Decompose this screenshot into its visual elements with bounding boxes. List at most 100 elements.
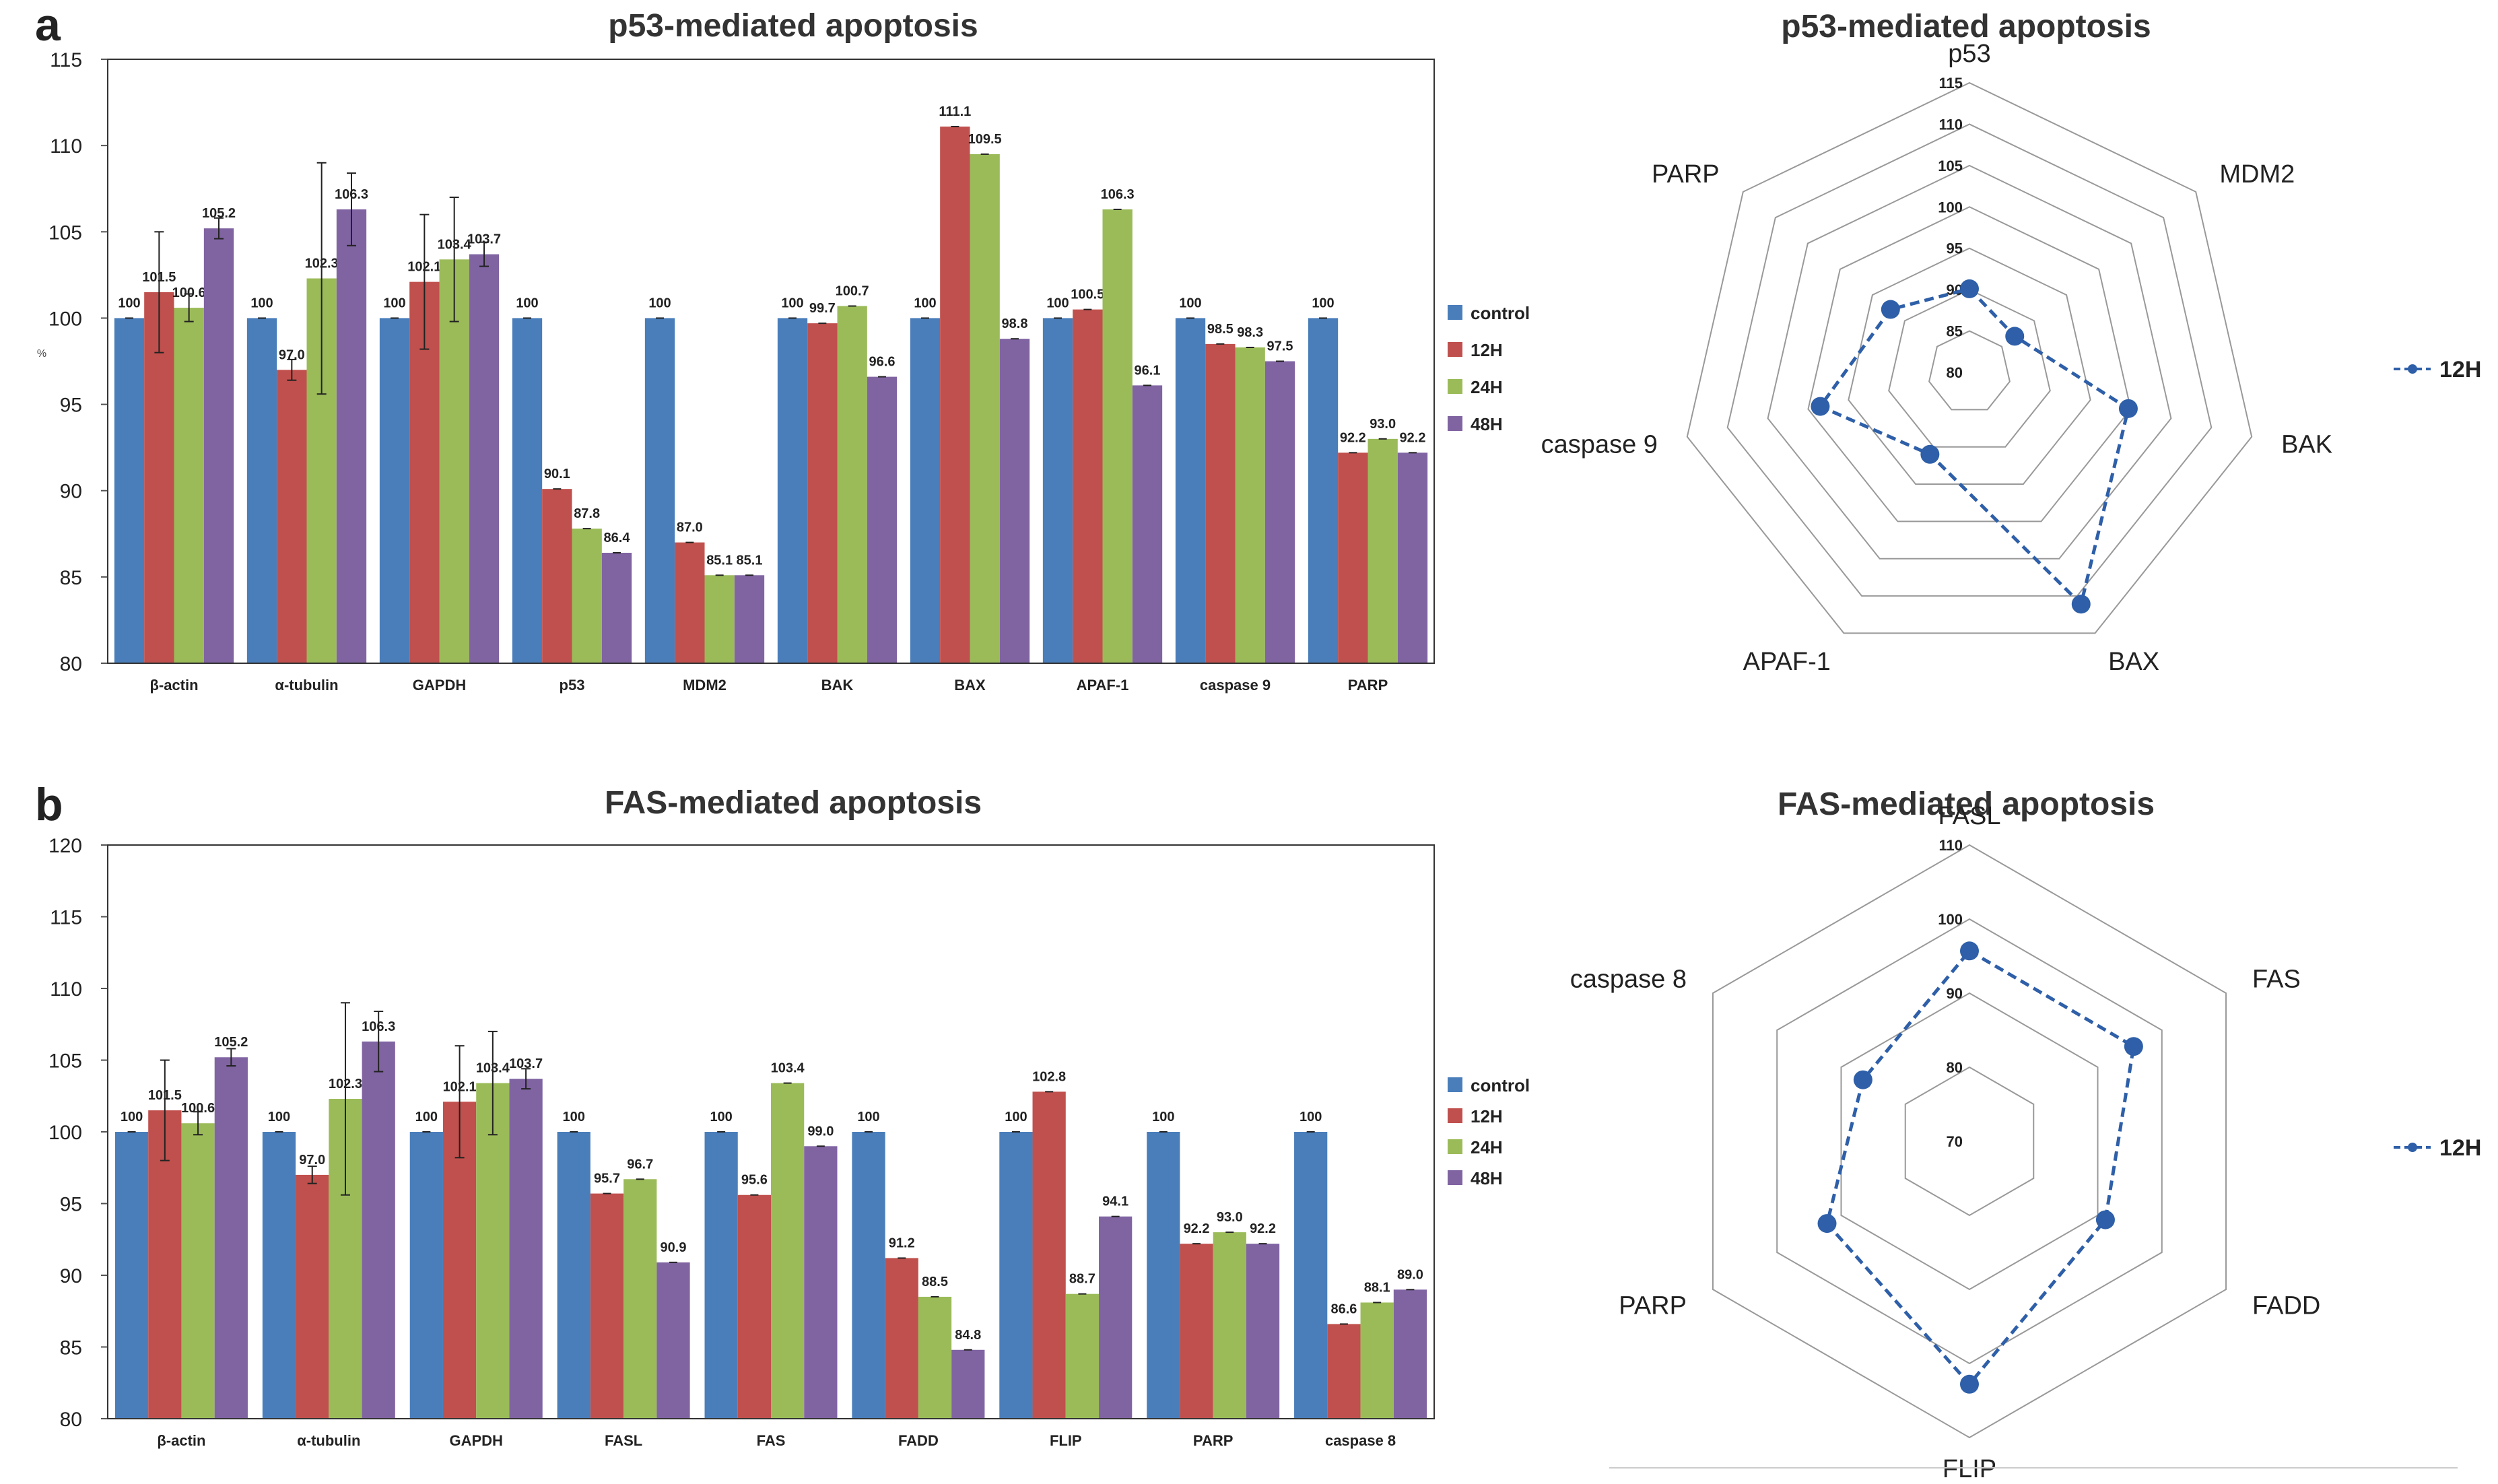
y-tick-label: 90 [60, 481, 82, 503]
data-label: 100 [781, 296, 803, 310]
radar-legend-label: 12H [2439, 357, 2481, 382]
data-label: 86.4 [604, 531, 631, 545]
y-tick-label: 110 [50, 135, 82, 158]
y-tick-label: 115 [50, 49, 82, 71]
bar-control [1147, 1132, 1180, 1419]
y-tick-label: 100 [48, 1122, 82, 1144]
y-tick-label: 85 [60, 567, 82, 589]
bar-48H [1246, 1244, 1280, 1419]
radar-axis-label: FLIP [1943, 1455, 1996, 1483]
legend-swatch-control [1448, 305, 1462, 320]
data-label: 96.7 [627, 1157, 653, 1172]
data-label: 88.1 [1364, 1280, 1390, 1295]
bar-control [999, 1132, 1033, 1419]
data-label: 88.5 [922, 1275, 948, 1289]
bar-24H [918, 1296, 952, 1419]
data-label: 100 [121, 1110, 143, 1124]
bar-control [777, 318, 808, 663]
category-label: caspase 9 [1200, 677, 1271, 694]
legend-swatch-48H [1448, 1170, 1462, 1185]
panel-label: b [35, 779, 63, 830]
data-label: 91.2 [889, 1236, 915, 1250]
bar-12H [148, 1110, 182, 1419]
radar-legend-marker [2408, 1143, 2417, 1152]
chart-title: FAS-mediated apoptosis [605, 785, 982, 821]
radar-gridline [1712, 844, 2227, 1439]
bar-48H [336, 209, 367, 663]
data-label: 96.1 [1135, 363, 1161, 378]
data-label: 98.3 [1237, 325, 1263, 340]
radar-axis-label: PARP [1652, 160, 1720, 189]
radar-point [1960, 941, 1979, 961]
category-label: FASL [605, 1432, 642, 1449]
data-label: 100 [648, 296, 671, 310]
radar-title: p53-mediated apoptosis [1781, 9, 2151, 44]
bar-12H [277, 370, 307, 663]
data-label: 105.2 [202, 206, 236, 221]
category-label: BAX [954, 677, 986, 694]
chart-title: p53-mediated apoptosis [608, 8, 978, 44]
radar-tick-label: 110 [1939, 837, 1963, 854]
radar-axis-label: FAS [2252, 966, 2301, 994]
data-label: 100.6 [172, 285, 206, 300]
bar-12H [940, 126, 970, 664]
category-label: p53 [560, 677, 585, 694]
category-label: MDM2 [683, 677, 727, 694]
radar-point [2118, 399, 2138, 418]
data-label: 97.0 [299, 1153, 325, 1168]
data-label: 100 [1005, 1110, 1027, 1124]
legend-label: control [1471, 1075, 1530, 1095]
plot-frame [107, 844, 1435, 1419]
data-label: 100 [1152, 1110, 1174, 1124]
bar-control [557, 1132, 590, 1419]
radar-gridline [1904, 1066, 2035, 1217]
legend-swatch-24H [1448, 379, 1462, 394]
y-tick-label: 105 [48, 222, 82, 244]
radar-gridline [1776, 918, 2163, 1365]
data-label: 100 [1046, 296, 1069, 310]
data-label: 100 [563, 1110, 585, 1124]
bar-24H [771, 1083, 805, 1419]
bar-12H [1073, 309, 1103, 664]
data-label: 98.5 [1207, 322, 1234, 337]
bar-control [512, 318, 543, 663]
bar-24H [439, 259, 469, 663]
bar-48H [1264, 361, 1295, 663]
bar-48H [362, 1041, 395, 1419]
bar-control [1308, 318, 1339, 663]
bar-control [1042, 318, 1073, 663]
data-label: 100 [857, 1110, 879, 1124]
bar-48H [999, 339, 1030, 663]
bar-12H [807, 323, 838, 663]
radar-axis-label: FADD [2252, 1292, 2320, 1320]
radar-tick-label: 85 [1947, 323, 1963, 340]
data-label: 102.8 [1032, 1069, 1066, 1084]
bar-24H [837, 306, 867, 663]
bar-control [114, 1132, 149, 1419]
category-label: β-actin [157, 1432, 205, 1449]
data-label: 100 [710, 1110, 732, 1124]
data-label: 95.7 [594, 1172, 620, 1186]
bar-12H [1180, 1244, 1213, 1419]
radar-tick-label: 105 [1938, 158, 1963, 174]
data-label: 100 [250, 296, 273, 310]
data-label: 101.5 [148, 1088, 182, 1103]
legend-swatch-12H [1448, 342, 1462, 357]
data-label: 100 [118, 296, 140, 310]
data-label: 86.6 [1330, 1302, 1357, 1316]
category-label: PARP [1348, 677, 1388, 694]
bar-24H [174, 308, 204, 664]
radar-point [1817, 1214, 1837, 1234]
bar-12H [1205, 343, 1236, 663]
y-tick-label: 100 [48, 308, 82, 330]
data-label: 88.7 [1069, 1272, 1095, 1287]
y-tick-label: 85 [60, 1337, 82, 1359]
bar-24H [1235, 347, 1265, 663]
category-label: caspase 8 [1325, 1432, 1396, 1449]
bar-24H [970, 154, 1000, 663]
bar-12H [737, 1194, 771, 1419]
data-label: 94.1 [1102, 1194, 1128, 1209]
radar-gridline [1807, 206, 2132, 522]
y-tick-label: 90 [60, 1265, 82, 1287]
data-label: 105.2 [214, 1035, 248, 1050]
